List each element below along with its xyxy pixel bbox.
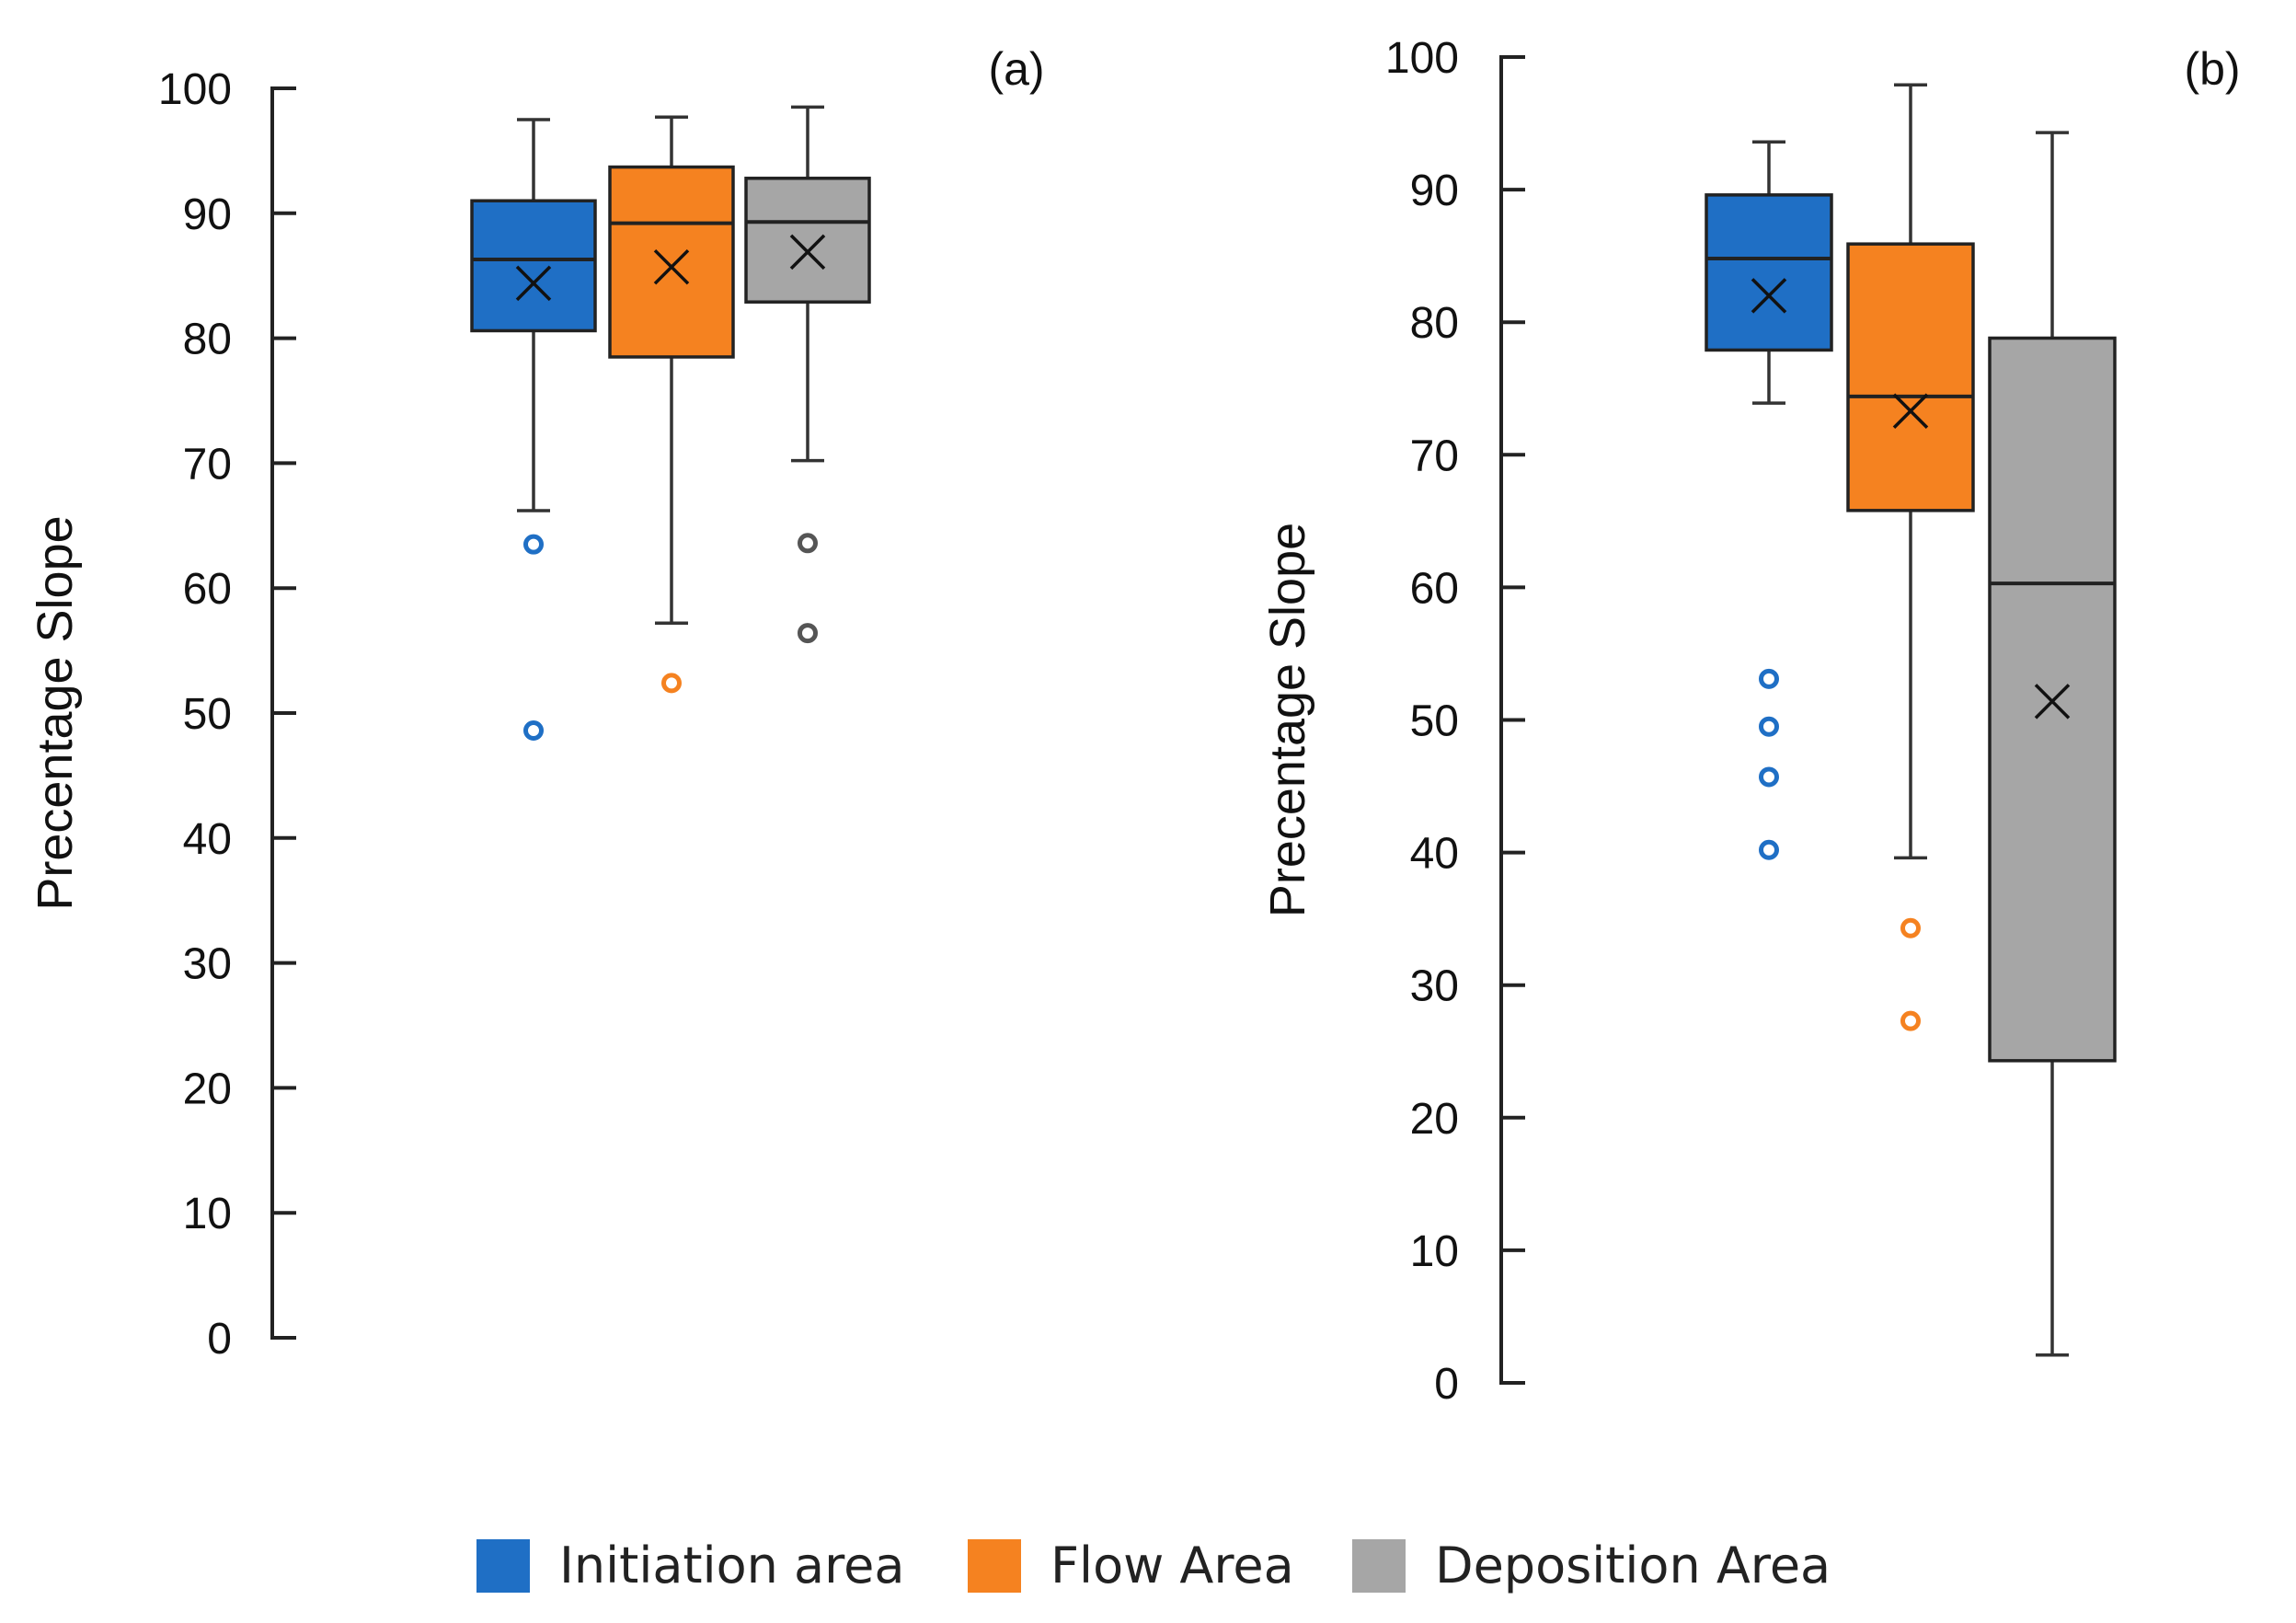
y-tick-label: 0 xyxy=(1434,1360,1459,1409)
outlier-point xyxy=(1759,668,1779,689)
iqr-box xyxy=(1846,242,1975,512)
y-tick-label: 50 xyxy=(1410,697,1459,746)
outlier-point xyxy=(1759,716,1779,737)
y-tick-label: 30 xyxy=(1410,962,1459,1011)
legend-item-flow-area: Flow Area xyxy=(968,1537,1294,1594)
y-tick-label: 60 xyxy=(1410,564,1459,613)
box-flow-area xyxy=(1846,83,1975,1031)
y-tick-label: 40 xyxy=(1410,830,1459,879)
y-tick-label: 90 xyxy=(183,190,232,239)
legend-label: Deposition Area xyxy=(1435,1537,1831,1594)
mean-marker xyxy=(1892,393,1929,429)
mean-marker xyxy=(653,248,690,285)
y-tick-label: 50 xyxy=(183,690,232,739)
mean-marker xyxy=(515,265,552,302)
y-tick-label: 20 xyxy=(183,1065,232,1113)
legend-item-initiation-area: Initiation area xyxy=(476,1537,904,1594)
y-tick-label: 80 xyxy=(183,316,232,364)
legend-label: Initiation area xyxy=(559,1537,904,1594)
iqr-box xyxy=(608,165,735,359)
y-tick-label: 0 xyxy=(207,1315,232,1364)
y-axis-title: Precentage Slope xyxy=(28,515,83,910)
y-tick-label: 90 xyxy=(1410,167,1459,215)
y-tick-label: 80 xyxy=(1410,299,1459,348)
outlier-point xyxy=(1759,839,1779,860)
legend-label: Flow Area xyxy=(1050,1537,1294,1594)
y-tick-label: 10 xyxy=(1410,1227,1459,1276)
box-deposition-area xyxy=(1988,131,2117,1357)
y-tick-label: 60 xyxy=(183,565,232,614)
panel-label: (a) xyxy=(988,43,1044,95)
outlier-point xyxy=(1759,766,1779,788)
panel-a: 0 10 20 30 40 50 60 70 80 90 100 Precentage Slope (a… xyxy=(28,43,1045,1364)
y-tick-label: 70 xyxy=(183,440,232,489)
box-flow-area xyxy=(608,115,735,694)
iqr-box xyxy=(1705,193,1833,352)
outlier-point xyxy=(523,534,544,555)
box-initiation-area xyxy=(1705,140,1833,860)
panel-b: 0 10 20 30 40 50 60 70 80 90 100 Precentage Slope (b… xyxy=(1260,34,2241,1409)
y-tick-label: 20 xyxy=(1410,1095,1459,1144)
legend-item-deposition-area: Deposition Area xyxy=(1352,1537,1831,1594)
legend: Initiation area Flow Area Deposition Area xyxy=(476,1537,1831,1594)
box-initiation-area xyxy=(470,118,597,742)
y-tick-label: 100 xyxy=(1385,34,1459,83)
outlier-point xyxy=(798,533,818,554)
panel-label: (b) xyxy=(2184,43,2240,95)
legend-swatch xyxy=(1352,1539,1406,1593)
legend-swatch xyxy=(968,1539,1021,1593)
y-axis-title: Precentage Slope xyxy=(1260,523,1315,917)
mean-marker xyxy=(789,234,826,270)
outlier-point xyxy=(798,623,818,644)
mean-marker xyxy=(1751,278,1787,314)
y-tick-label: 70 xyxy=(1410,432,1459,480)
iqr-box xyxy=(744,177,871,304)
mean-marker xyxy=(2034,684,2071,719)
iqr-box xyxy=(470,199,597,333)
outlier-point xyxy=(1900,917,1921,938)
outlier-point xyxy=(661,673,682,694)
legend-swatch xyxy=(476,1539,530,1593)
box-deposition-area xyxy=(744,105,871,644)
y-tick-label: 10 xyxy=(183,1190,232,1238)
y-tick-label: 100 xyxy=(158,65,232,114)
y-tick-label: 30 xyxy=(183,940,232,989)
outlier-point xyxy=(1900,1010,1921,1031)
outlier-point xyxy=(523,720,544,742)
y-tick-label: 40 xyxy=(183,815,232,864)
